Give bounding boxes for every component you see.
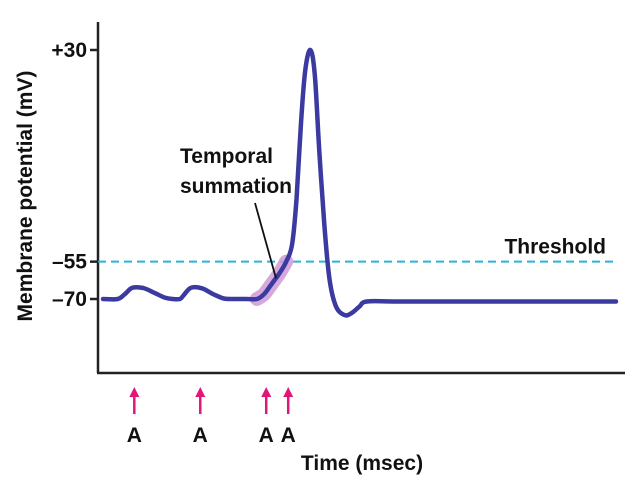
- y-tick-label: –70: [52, 288, 87, 311]
- y-tick-label: +30: [51, 39, 87, 62]
- y-tick-layer: +30 –55 –70: [51, 39, 98, 311]
- stimulus-label: A: [259, 424, 274, 447]
- membrane-potential-trace: [100, 47, 619, 318]
- annotation-temporal: Temporal: [180, 145, 273, 168]
- stimulus-label: A: [193, 424, 208, 447]
- annotation-summation: summation: [180, 175, 292, 198]
- stimulus-label: A: [281, 424, 296, 447]
- y-axis-title: Membrane potential (mV): [14, 71, 37, 322]
- x-axis-title: Time (msec): [301, 452, 423, 475]
- threshold-label: Threshold: [504, 236, 606, 259]
- annotation-leader-line: [254, 202, 277, 279]
- stimulus-label: A: [127, 424, 142, 447]
- y-tick-label: –55: [52, 251, 87, 274]
